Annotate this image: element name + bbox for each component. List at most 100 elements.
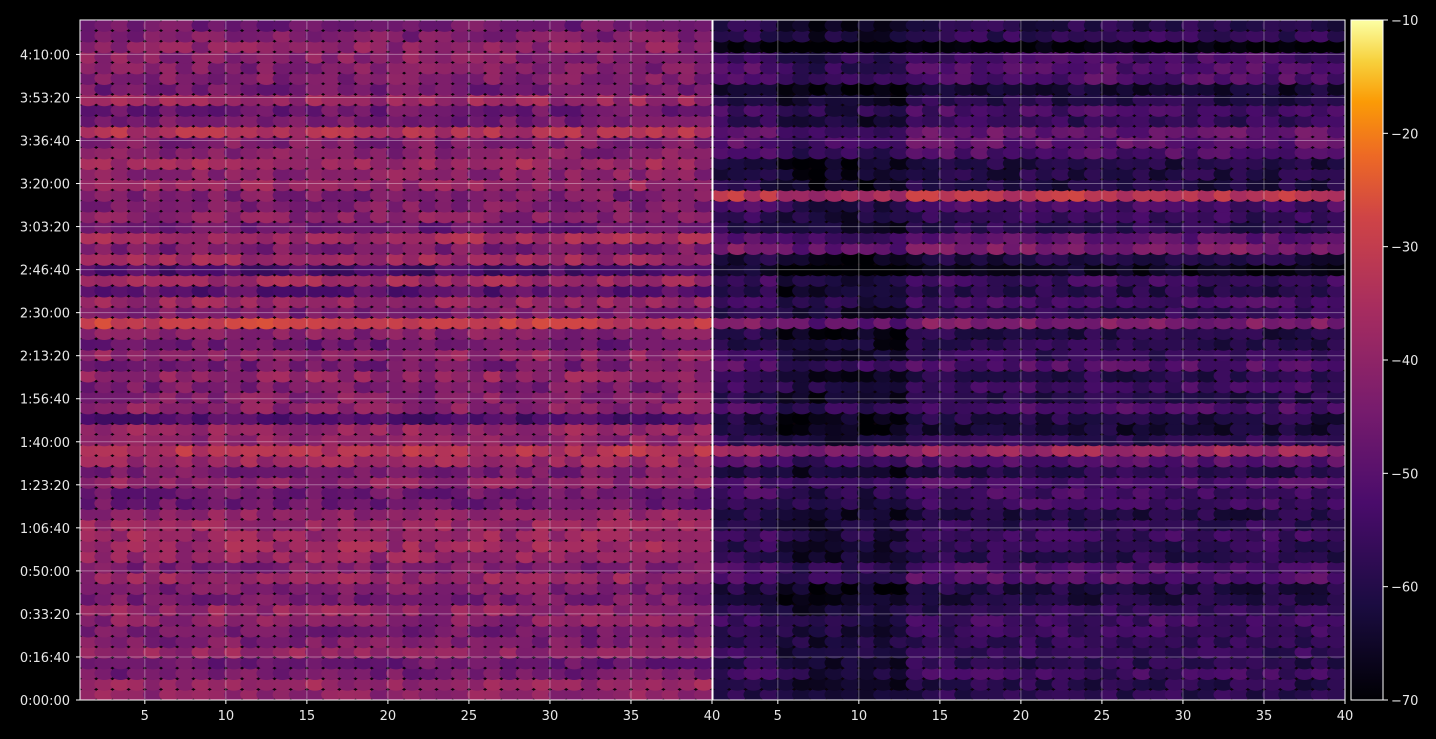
heatmap-cell bbox=[580, 635, 601, 649]
heatmap-cell bbox=[1262, 369, 1283, 383]
heatmap-cell bbox=[1310, 114, 1331, 128]
heatmap-cell bbox=[759, 581, 780, 596]
heatmap-cell bbox=[1262, 348, 1283, 362]
heatmap-cell bbox=[386, 592, 406, 606]
heatmap-cell bbox=[288, 348, 309, 362]
heatmap-cell bbox=[759, 326, 780, 340]
heatmap-cell bbox=[677, 645, 698, 659]
heatmap-cell bbox=[1148, 560, 1169, 574]
heatmap-cell bbox=[743, 326, 764, 340]
heatmap-cell bbox=[531, 295, 552, 309]
heatmap-cell bbox=[693, 433, 712, 447]
heatmap-cell bbox=[94, 241, 115, 255]
heatmap-cell bbox=[418, 465, 439, 479]
heatmap-cell bbox=[986, 125, 1007, 139]
heatmap-cell bbox=[564, 422, 585, 436]
heatmap-cell bbox=[369, 518, 390, 532]
heatmap-cell bbox=[191, 550, 212, 564]
heatmap-cell bbox=[727, 358, 748, 372]
heatmap-cell bbox=[824, 635, 845, 649]
heatmap-cell bbox=[175, 433, 196, 447]
heatmap-cell bbox=[272, 178, 293, 192]
heatmap-cell bbox=[531, 656, 552, 670]
heatmap-cell bbox=[223, 156, 244, 170]
heatmap-cell bbox=[126, 29, 147, 43]
heatmap-cell bbox=[1294, 560, 1315, 574]
heatmap-cell bbox=[321, 114, 342, 128]
heatmap-cell bbox=[386, 326, 406, 340]
heatmap-cell bbox=[499, 316, 520, 330]
heatmap-cell bbox=[256, 688, 277, 700]
heatmap-cell bbox=[386, 231, 406, 245]
heatmap-cell bbox=[677, 433, 698, 447]
heatmap-cell bbox=[207, 178, 228, 192]
heatmap-cell bbox=[288, 475, 309, 489]
heatmap-cell bbox=[386, 496, 406, 510]
heatmap-cell bbox=[1310, 199, 1331, 213]
heatmap-cell bbox=[126, 241, 147, 255]
heatmap-cell bbox=[889, 401, 910, 415]
heatmap-cell bbox=[596, 518, 617, 532]
heatmap-cell bbox=[1164, 656, 1185, 670]
heatmap-cell bbox=[353, 305, 374, 319]
heatmap-cell bbox=[596, 82, 617, 96]
heatmap-cell bbox=[840, 539, 861, 553]
heatmap-cell bbox=[564, 518, 585, 532]
heatmap-cell bbox=[759, 40, 780, 54]
heatmap-cell bbox=[305, 156, 325, 170]
heatmap-cell bbox=[402, 390, 423, 404]
heatmap-cell bbox=[743, 528, 764, 542]
heatmap-cell bbox=[288, 50, 309, 64]
heatmap-cell bbox=[369, 20, 390, 32]
heatmap-cell bbox=[418, 656, 439, 670]
heatmap-cell bbox=[1278, 624, 1299, 638]
heatmap-cell bbox=[402, 358, 423, 372]
heatmap-cell bbox=[126, 645, 147, 659]
heatmap-cell bbox=[1051, 146, 1072, 160]
heatmap-cell bbox=[743, 93, 764, 107]
heatmap-cell bbox=[775, 135, 796, 149]
heatmap-cell bbox=[1294, 188, 1315, 202]
heatmap-cell bbox=[1294, 337, 1315, 351]
heatmap-cell bbox=[1067, 135, 1088, 149]
heatmap-cell bbox=[207, 220, 228, 234]
heatmap-cell bbox=[434, 29, 455, 43]
heatmap-cell bbox=[580, 241, 601, 255]
heatmap-cell bbox=[1181, 125, 1202, 139]
heatmap-cell bbox=[661, 295, 682, 309]
heatmap-cell bbox=[1132, 613, 1153, 627]
heatmap-cell bbox=[337, 592, 358, 606]
heatmap-cell bbox=[548, 178, 569, 192]
heatmap-cell bbox=[337, 135, 358, 149]
heatmap-cell bbox=[1051, 220, 1072, 234]
heatmap-cell bbox=[1197, 411, 1218, 425]
heatmap-cell bbox=[305, 560, 325, 574]
heatmap-cell bbox=[402, 146, 423, 160]
heatmap-cell bbox=[986, 613, 1007, 627]
heatmap-cell bbox=[905, 635, 926, 649]
heatmap-cell bbox=[1294, 284, 1315, 298]
heatmap-cell bbox=[743, 40, 764, 54]
heatmap-cell bbox=[596, 401, 617, 415]
heatmap-cell bbox=[1067, 241, 1088, 255]
heatmap-cell bbox=[256, 326, 277, 340]
heatmap-cell bbox=[713, 114, 732, 128]
heatmap-cell bbox=[1019, 539, 1039, 553]
heatmap-cell bbox=[272, 380, 293, 394]
heatmap-cell bbox=[905, 688, 926, 700]
heatmap-cell bbox=[483, 167, 504, 181]
heatmap-cell bbox=[1083, 688, 1104, 700]
heatmap-cell bbox=[693, 50, 712, 64]
heatmap-cell bbox=[80, 146, 99, 160]
heatmap-cell bbox=[727, 156, 748, 170]
heatmap-cell bbox=[938, 401, 958, 415]
heatmap-cell bbox=[191, 348, 212, 362]
heatmap-cell bbox=[1035, 666, 1056, 681]
heatmap-cell bbox=[207, 624, 228, 638]
heatmap-cell bbox=[1164, 188, 1185, 202]
heatmap-cell bbox=[256, 125, 277, 139]
heatmap-cell bbox=[713, 273, 732, 287]
heatmap-cell bbox=[305, 273, 325, 287]
heatmap-cell bbox=[1148, 677, 1169, 691]
heatmap-cell bbox=[369, 401, 390, 415]
